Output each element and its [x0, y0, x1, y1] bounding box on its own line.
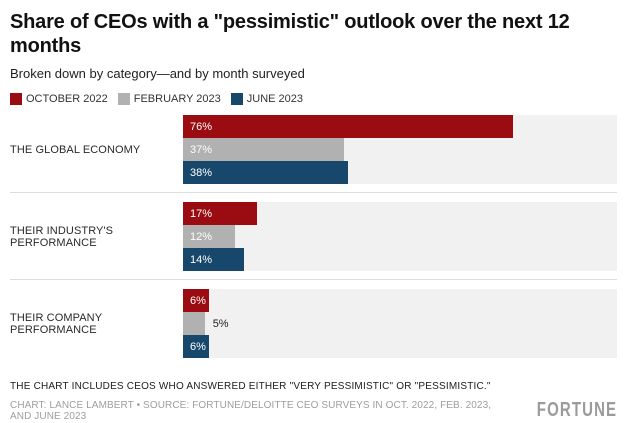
category-group: THEIR COMPANY PERFORMANCE 6% 5% 6%	[10, 289, 617, 358]
bar-february-2023: 12%	[183, 225, 236, 248]
plot-track: 76% 37% 38%	[183, 115, 617, 184]
bar-row: 5%	[183, 312, 617, 335]
legend-swatch	[10, 92, 22, 105]
chart-note: THE CHART INCLUDES CEOS WHO ANSWERED EIT…	[10, 381, 491, 392]
legend-label: OCTOBER 2022	[26, 92, 108, 105]
legend-item: JUNE 2023	[230, 92, 304, 105]
legend-swatch	[117, 92, 130, 105]
bar-row: 14%	[183, 248, 617, 271]
category-group: THE GLOBAL ECONOMY 76% 37% 38%	[10, 115, 617, 184]
bar-june-2023: 14%	[183, 248, 244, 271]
bar-row: 6%	[183, 289, 617, 312]
bar-row: 76%	[183, 115, 617, 138]
bar-row: 12%	[183, 225, 617, 248]
bar-value-label: 37%	[190, 143, 213, 156]
bar-value-label: 76%	[190, 120, 213, 133]
category-label: THE GLOBAL ECONOMY	[10, 143, 141, 156]
bar-value-label: 38%	[190, 166, 213, 179]
legend: OCTOBER 2022 FEBRUARY 2023 JUNE 2023	[10, 92, 617, 105]
row-separator	[10, 192, 617, 193]
bar-value-label: 6%	[190, 340, 206, 353]
bar-value-label: 12%	[190, 230, 213, 243]
category-label: THEIR COMPANY PERFORMANCE	[10, 311, 102, 336]
bar-february-2023	[183, 312, 205, 335]
bar-chart: THE GLOBAL ECONOMY 76% 37% 38% THEIR INDUSTR…	[10, 115, 617, 358]
chart-title: Share of CEOs with a "pessimistic" outlo…	[10, 11, 570, 57]
bar-row: 17%	[183, 202, 617, 225]
bar-row: 38%	[183, 161, 617, 184]
legend-item: FEBRUARY 2023	[117, 92, 221, 105]
legend-item: OCTOBER 2022	[10, 92, 108, 105]
bar-june-2023: 38%	[183, 161, 348, 184]
bar-row: 6%	[183, 335, 617, 358]
credit-row: CHART: LANCE LAMBERT • SOURCE: FORTUNE/D…	[10, 399, 617, 422]
category-label: THEIR INDUSTRY'S PERFORMANCE	[10, 224, 114, 249]
fortune-logo: FORTUNE	[536, 399, 617, 421]
bar-february-2023: 37%	[183, 138, 344, 161]
row-separator	[10, 279, 617, 280]
bar-value-label: 14%	[190, 253, 213, 266]
category-group: THEIR INDUSTRY'S PERFORMANCE 17% 12% 14%	[10, 202, 617, 271]
bar-june-2023: 6%	[183, 335, 210, 358]
legend-label: FEBRUARY 2023	[133, 92, 221, 105]
plot-track: 6% 5% 6%	[183, 289, 617, 358]
legend-label: JUNE 2023	[246, 92, 304, 105]
bar-value-label: 6%	[190, 294, 206, 307]
legend-swatch	[230, 92, 243, 105]
credit-line: CHART: LANCE LAMBERT • SOURCE: FORTUNE/D…	[10, 399, 492, 422]
chart-subtitle: Broken down by category—and by month sur…	[10, 66, 305, 81]
bar-value-label: 5%	[212, 317, 229, 330]
bar-october-2022: 17%	[183, 202, 257, 225]
bar-october-2022: 76%	[183, 115, 513, 138]
bar-value-label: 17%	[190, 207, 213, 220]
plot-track: 17% 12% 14%	[183, 202, 617, 271]
bar-row: 37%	[183, 138, 617, 161]
bar-october-2022: 6%	[183, 289, 210, 312]
